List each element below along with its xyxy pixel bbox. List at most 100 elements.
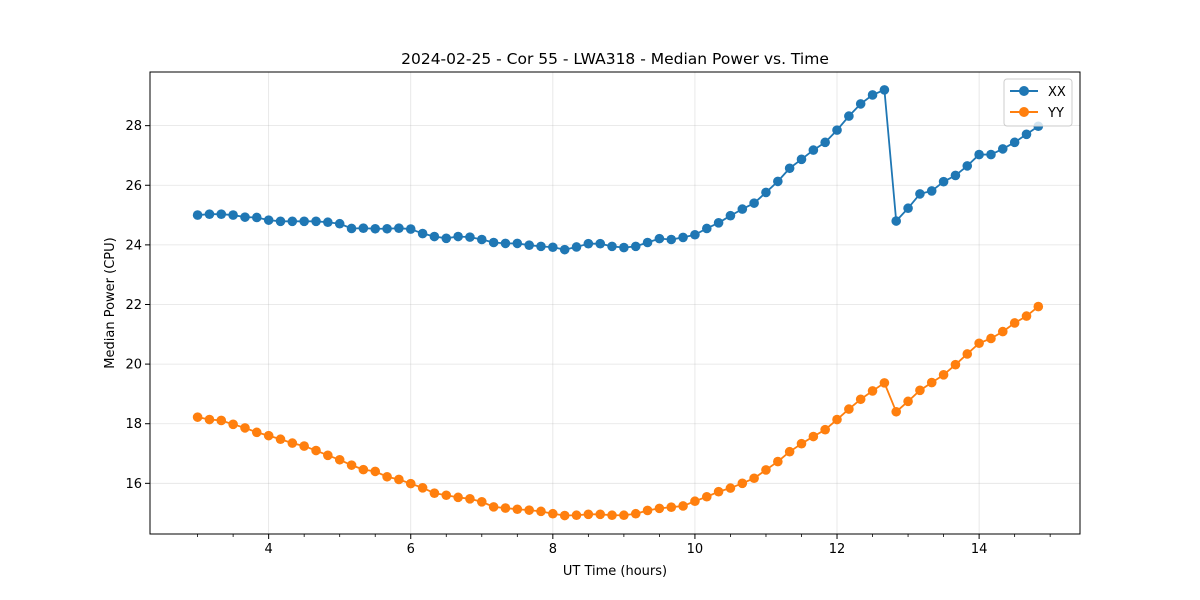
data-point-xx bbox=[903, 203, 913, 214]
grid-lines bbox=[150, 72, 1080, 534]
x-tick-label: 10 bbox=[687, 542, 704, 557]
data-point-yy bbox=[962, 349, 973, 359]
data-point-yy bbox=[974, 338, 984, 349]
data-point-xx bbox=[1009, 137, 1020, 148]
data-point-yy bbox=[204, 414, 215, 425]
data-point-xx bbox=[405, 224, 416, 234]
data-point-xx bbox=[571, 242, 582, 252]
data-point-xx bbox=[488, 237, 499, 248]
data-point-xx bbox=[725, 210, 736, 221]
data-point-xx bbox=[548, 242, 558, 253]
data-point-xx bbox=[654, 233, 665, 244]
data-point-yy bbox=[476, 497, 487, 507]
data-point-yy bbox=[678, 501, 688, 511]
x-axis-label: UT Time (hours) bbox=[563, 564, 667, 579]
y-tick-label: 24 bbox=[125, 238, 142, 253]
data-point-xx bbox=[275, 216, 286, 227]
data-point-xx bbox=[642, 237, 653, 248]
data-point-yy bbox=[192, 412, 203, 422]
data-point-yy bbox=[879, 378, 890, 388]
data-point-xx bbox=[240, 212, 250, 222]
data-point-xx bbox=[453, 231, 463, 242]
data-point-yy bbox=[251, 427, 262, 438]
data-point-xx bbox=[938, 176, 949, 187]
data-point-yy bbox=[761, 465, 771, 475]
data-point-xx bbox=[263, 215, 274, 225]
data-point-yy bbox=[773, 456, 783, 467]
data-point-xx bbox=[855, 99, 866, 109]
data-point-xx bbox=[417, 228, 428, 239]
data-point-yy bbox=[1021, 311, 1032, 321]
data-point-yy bbox=[630, 508, 641, 519]
data-point-xx bbox=[429, 231, 440, 242]
data-point-xx bbox=[287, 216, 298, 227]
data-point-yy bbox=[701, 491, 712, 502]
y-tick-label: 20 bbox=[125, 358, 142, 373]
y-tick-label: 16 bbox=[125, 477, 142, 492]
data-point-yy bbox=[334, 454, 345, 465]
data-point-xx bbox=[192, 210, 203, 220]
data-point-xx bbox=[559, 244, 570, 255]
data-point-xx bbox=[382, 223, 392, 234]
data-point-yy bbox=[844, 404, 854, 414]
data-point-xx bbox=[915, 189, 925, 199]
data-point-yy bbox=[891, 406, 901, 417]
x-tick-label: 12 bbox=[829, 542, 846, 557]
data-point-yy bbox=[725, 483, 736, 493]
data-point-xx bbox=[334, 218, 345, 229]
data-point-xx bbox=[879, 85, 890, 95]
data-point-yy bbox=[855, 394, 866, 405]
data-point-yy bbox=[986, 333, 996, 344]
legend-marker-xx bbox=[1019, 86, 1029, 96]
data-point-xx bbox=[761, 187, 771, 198]
data-point-yy bbox=[417, 483, 428, 493]
data-point-xx bbox=[251, 212, 262, 223]
data-point-xx bbox=[216, 209, 227, 219]
y-tick-label: 18 bbox=[125, 417, 142, 432]
data-point-yy bbox=[666, 502, 677, 512]
y-axis-label: Median Power (CPU) bbox=[103, 237, 118, 368]
data-point-yy bbox=[571, 510, 582, 521]
data-point-xx bbox=[950, 170, 961, 181]
data-point-xx bbox=[891, 216, 901, 226]
data-point-xx bbox=[595, 238, 606, 249]
data-point-yy bbox=[358, 464, 369, 475]
data-point-yy bbox=[500, 503, 511, 513]
y-tick-label: 22 bbox=[125, 298, 142, 313]
data-point-xx bbox=[630, 241, 641, 252]
data-point-xx bbox=[228, 210, 238, 220]
data-point-xx bbox=[926, 186, 937, 196]
data-point-yy bbox=[429, 488, 440, 498]
series-layer bbox=[192, 85, 1044, 521]
plot-frame bbox=[149, 71, 1081, 535]
data-point-yy bbox=[311, 445, 321, 456]
data-point-xx bbox=[796, 154, 807, 165]
data-point-yy bbox=[950, 359, 961, 370]
axis-ticks: 4 6 8 10 12 14 16 18 20 22 24 26 28 bbox=[125, 119, 1051, 557]
series-line-xx bbox=[197, 88, 1039, 251]
data-point-xx bbox=[524, 240, 534, 250]
data-point-xx bbox=[607, 241, 617, 252]
x-tick-label: 4 bbox=[265, 542, 273, 557]
legend: XX YY bbox=[1003, 78, 1073, 127]
data-point-yy bbox=[370, 466, 381, 477]
x-tick-label: 14 bbox=[971, 542, 988, 557]
data-point-yy bbox=[1033, 301, 1044, 312]
legend-marker-yy bbox=[1019, 107, 1029, 117]
data-point-xx bbox=[986, 149, 996, 160]
data-point-yy bbox=[512, 504, 523, 515]
data-point-xx bbox=[666, 234, 677, 245]
data-point-yy bbox=[642, 505, 653, 516]
data-point-xx bbox=[299, 216, 309, 227]
data-point-yy bbox=[903, 396, 913, 407]
data-point-xx bbox=[690, 229, 700, 240]
data-point-yy bbox=[275, 434, 286, 445]
data-point-yy bbox=[287, 438, 298, 448]
data-point-yy bbox=[915, 385, 925, 396]
data-point-yy bbox=[405, 478, 416, 489]
data-point-xx bbox=[370, 223, 381, 234]
data-point-yy bbox=[536, 506, 546, 517]
data-point-yy bbox=[820, 424, 830, 435]
data-point-xx bbox=[476, 234, 487, 245]
